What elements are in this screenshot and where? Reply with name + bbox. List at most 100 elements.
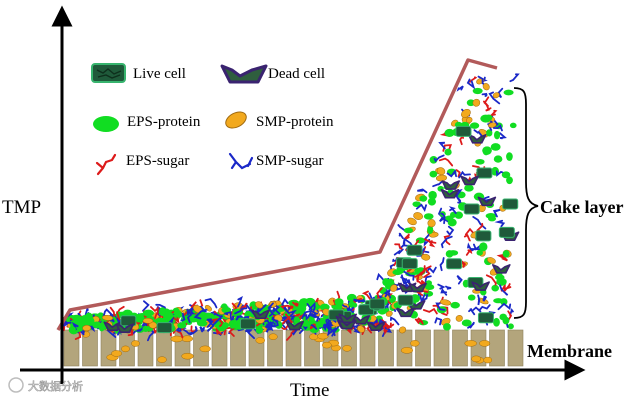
smp-sugar-strand [439, 257, 445, 272]
smp-protein-particle [472, 98, 481, 107]
eps-sugar-strand [414, 318, 422, 325]
eps-protein-icon [93, 116, 119, 132]
smp-sugar-strand [199, 326, 205, 333]
smp-protein-particle [483, 356, 493, 364]
legend: Live cell Dead cell EPS-protein SMP-prot… [91, 63, 334, 176]
eps-sugar-strand [422, 307, 438, 315]
eps-sugar-strand [460, 260, 466, 268]
smp-sugar-strand [267, 319, 279, 328]
tmp-curve [56, 58, 498, 331]
smp-protein-particle [421, 253, 431, 261]
smp-sugar-strand [400, 276, 411, 289]
smp-sugar-strand [473, 129, 483, 137]
cake-layer-brace [513, 87, 539, 319]
smp-sugar-strand [224, 311, 233, 323]
eps-protein-particle [499, 313, 508, 321]
eps-protein-particle [506, 176, 513, 185]
eps-protein-particle [334, 298, 344, 306]
smp-sugar-strand [432, 178, 445, 188]
smp-sugar-strand [446, 169, 457, 178]
smp-sugar-strand [445, 285, 452, 290]
eps-protein-particle [467, 294, 476, 301]
membrane-pore [489, 329, 505, 367]
x-axis-label: Time [290, 380, 329, 401]
eps-protein-particle [392, 269, 403, 276]
eps-protein-particle [142, 325, 150, 332]
membrane-label: Membrane [527, 341, 612, 361]
smp-protein-particle [121, 345, 130, 353]
eps-protein-particle [427, 197, 437, 206]
smp-sugar-strand [346, 306, 354, 315]
smp-sugar-strand [446, 225, 455, 237]
smp-sugar-strand [328, 324, 337, 334]
smp-protein-particle [455, 315, 463, 322]
legend-live-cell-label: Live cell [133, 66, 186, 82]
membrane-pore [415, 329, 431, 367]
watermark: 大数据分析 [8, 377, 83, 393]
smp-sugar-strand [211, 314, 223, 327]
eps-sugar-strand [423, 238, 433, 243]
smp-sugar-strand [497, 302, 512, 311]
smp-protein-particle [436, 167, 446, 176]
dead-cell [440, 188, 460, 199]
dead-cell [338, 313, 358, 324]
eps-sugar-strand [292, 313, 301, 317]
smp-protein-particle [435, 174, 447, 182]
smp-sugar-strand [456, 275, 463, 285]
eps-protein-particle [502, 250, 510, 258]
smp-protein-particle [427, 219, 436, 228]
legend-eps-protein-label: EPS-protein [127, 114, 201, 130]
eps-protein-particle [501, 171, 511, 179]
smp-protein-particle [439, 299, 452, 306]
smp-sugar-strand [393, 248, 404, 256]
dead-cell [285, 320, 304, 331]
smp-sugar-strand [492, 124, 503, 132]
smp-sugar-strand [237, 295, 243, 308]
eps-protein-particle [293, 316, 301, 324]
smp-sugar-strand [369, 317, 378, 325]
eps-protein-particle [308, 315, 315, 325]
eps-protein-particle [507, 323, 514, 330]
eps-protein-particle [84, 312, 93, 321]
smp-sugar-strand [206, 318, 214, 328]
watermark-text: 大数据分析 [28, 379, 83, 393]
smp-sugar-strand [509, 308, 515, 316]
smp-sugar-strand [420, 294, 428, 303]
eps-sugar-strand [423, 265, 432, 278]
smp-protein-particle [101, 314, 114, 321]
eps-protein-particle [425, 284, 435, 291]
eps-sugar-strand [394, 243, 403, 250]
eps-protein-particle [509, 122, 517, 129]
eps-sugar-strand [219, 319, 224, 327]
membrane-pore [452, 329, 468, 367]
smp-protein-particle [357, 325, 365, 333]
smp-protein-particle [322, 341, 332, 349]
smp-sugar-strand [383, 289, 391, 298]
eps-sugar-icon [95, 153, 117, 176]
eps-sugar-strand [483, 96, 490, 108]
eps-sugar-strand [417, 317, 424, 325]
smp-sugar-strand [458, 170, 471, 179]
eps-sugar-strand [414, 265, 426, 278]
eps-protein-particle [461, 319, 472, 327]
eps-sugar-strand [361, 290, 372, 301]
smp-sugar-strand [477, 294, 481, 306]
smp-protein-particle [407, 217, 417, 226]
smp-protein-particle [487, 257, 496, 264]
eps-protein-particle [197, 320, 208, 327]
smp-sugar-strand [435, 302, 446, 311]
smp-sugar-strand [399, 238, 406, 250]
smp-sugar-strand [499, 284, 509, 296]
eps-protein-particle [175, 311, 183, 318]
smp-sugar-strand [102, 308, 113, 319]
eps-protein-particle [222, 322, 230, 329]
smp-sugar-strand [433, 154, 445, 163]
smp-sugar-strand [440, 288, 448, 296]
eps-protein-particle [503, 89, 514, 96]
eps-protein-particle [444, 148, 452, 156]
smp-sugar-strand [468, 307, 476, 316]
eps-protein-particle [450, 301, 460, 309]
smp-sugar-strand [322, 319, 334, 327]
eps-protein-particle [255, 325, 264, 334]
membrane-pore [507, 329, 524, 367]
